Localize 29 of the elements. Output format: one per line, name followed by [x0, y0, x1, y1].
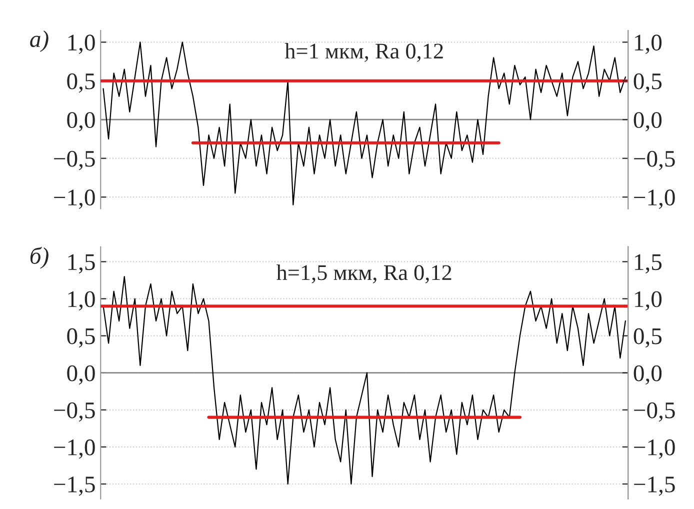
y-tick-label: −1,5	[54, 476, 95, 496]
y-tick-label: 0,5	[67, 328, 95, 348]
y2-tick-label: −1,0	[634, 190, 675, 209]
annotation: h=1 мкм, Ra 0,12	[284, 43, 443, 62]
y2-tick-label: 0,5	[634, 328, 662, 348]
y-tick-label: 1,0	[68, 34, 95, 54]
y2-tick-label: 1,0	[635, 34, 662, 54]
chart-title: а)	[30, 30, 48, 52]
line-series	[102, 42, 626, 206]
y2-tick-label: −0,5	[634, 402, 675, 422]
y-tick-label: 1,5	[68, 254, 95, 274]
y-tick-label: −1,0	[54, 190, 95, 209]
y2-tick-label: −1,5	[634, 476, 675, 496]
y2-tick-label: 0,5	[634, 73, 662, 93]
y-tick-label: 1,0	[68, 291, 95, 311]
y2-tick-label: 0,0	[634, 365, 662, 385]
chart-title: б)	[30, 246, 48, 269]
y-tick-label: −0,5	[54, 150, 95, 170]
y2-tick-label: 1,0	[635, 291, 662, 311]
y2-tick-label: 0,0	[634, 112, 662, 132]
y-tick-label: 0,0	[67, 365, 95, 385]
annotation: h=1,5 мкм, Ra 0,12	[276, 264, 452, 284]
y2-tick-label: 1,5	[635, 254, 662, 274]
y-tick-label: −0,5	[54, 402, 95, 422]
y-tick-label: −1,0	[54, 439, 95, 459]
y2-tick-label: −1,0	[634, 439, 675, 459]
y2-tick-label: −0,5	[634, 150, 675, 170]
y-tick-label: 0,0	[67, 112, 95, 132]
y-tick-label: 0,5	[67, 73, 95, 93]
